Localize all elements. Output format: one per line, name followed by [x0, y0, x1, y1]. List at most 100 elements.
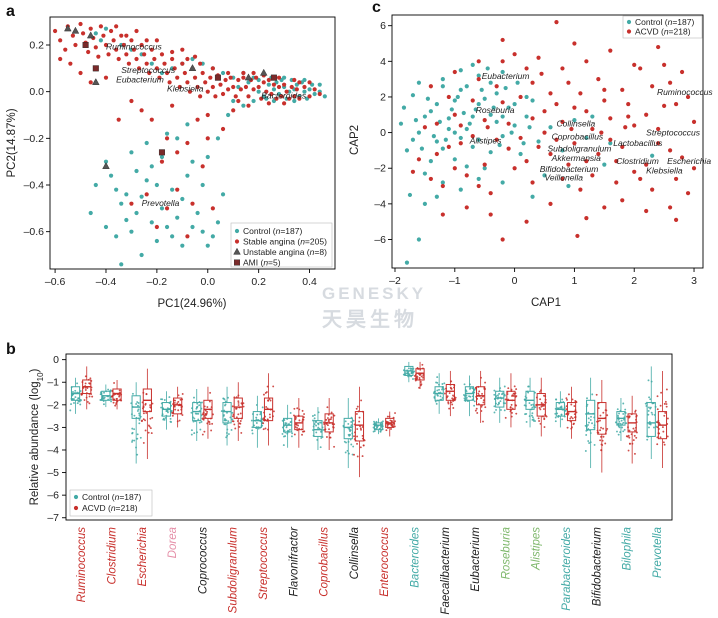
b-jitter-point — [539, 398, 542, 401]
b-jitter-point — [251, 429, 254, 432]
a-point-s1 — [129, 38, 134, 43]
b-jitter-point — [91, 395, 94, 398]
b-jitter-point — [315, 424, 318, 427]
b-jitter-point — [350, 420, 353, 423]
panel-c-legend: Control (n=187)ACVD (n=218) — [622, 15, 703, 39]
a-point-s1 — [205, 89, 210, 94]
a-point-s2 — [92, 78, 100, 85]
b-jitter-point — [181, 414, 184, 417]
b-jitter-point — [647, 406, 650, 409]
a-point-s1 — [129, 201, 134, 206]
c-point-s1 — [685, 191, 691, 196]
c-ytick-label: 0 — [380, 127, 386, 139]
c-point-s1 — [620, 144, 625, 149]
a-point-s1 — [200, 164, 205, 169]
panel-b-ylabel-close: ) — [29, 368, 41, 372]
b-jitter-point — [659, 436, 662, 439]
a-point-s0 — [103, 159, 109, 164]
b-jitter-point — [256, 413, 259, 416]
c-point-s0 — [443, 137, 448, 142]
c-point-s0 — [494, 119, 499, 125]
c-point-s1 — [464, 173, 469, 178]
c-point-s1 — [668, 80, 673, 85]
c-point-s1 — [524, 158, 529, 164]
b-jitter-point — [617, 425, 620, 428]
b-jitter-point — [391, 423, 394, 426]
a-point-s1 — [198, 94, 203, 99]
b-jitter-point — [659, 404, 662, 407]
a-point-s1 — [241, 75, 246, 80]
b-jitter-point — [616, 408, 619, 411]
b-jitter-point — [542, 408, 545, 410]
b-jitter-point — [452, 407, 455, 409]
c-point-s0 — [608, 141, 613, 146]
c-point-s1 — [673, 101, 679, 107]
panel-b-ticks: 0 –1 –2 –3 –4 –5 –6 –7 — [47, 354, 66, 524]
c-annotation: Ruminococcus — [657, 87, 713, 97]
c-point-s1 — [668, 205, 673, 210]
c-point-s1 — [638, 176, 643, 182]
b-jitter-point — [319, 446, 322, 449]
b-jitter-point — [573, 405, 576, 408]
c-point-s0 — [461, 110, 466, 116]
a-point-s1 — [238, 87, 243, 92]
b-jitter-point — [355, 407, 358, 410]
a-point-s1 — [88, 80, 93, 85]
b-jitter-point — [664, 400, 667, 403]
b-jitter-point — [663, 402, 666, 405]
b-box — [112, 388, 122, 401]
a-point-s1 — [124, 52, 129, 57]
b-genus-label: Coprobacillus — [319, 527, 331, 597]
c-xtick-label: 2 — [631, 275, 637, 287]
a-point-s0 — [226, 112, 231, 118]
b-jitter-point — [201, 433, 204, 436]
b-jitter-point — [313, 417, 316, 420]
panel-c-ticks: –2 –1 0 1 2 3 6 4 2 0 –2 –4 –6 — [374, 20, 697, 287]
b-jitter-point — [478, 390, 481, 393]
c-point-s1 — [446, 94, 451, 100]
a-point-s1 — [177, 84, 182, 90]
c-point-s1 — [476, 183, 481, 189]
b-jitter-point — [493, 389, 496, 392]
c-point-s0 — [401, 105, 407, 110]
b-jitter-point — [333, 445, 336, 448]
b-jitter-point — [571, 398, 574, 401]
a-point-s0 — [200, 182, 205, 188]
b-jitter-point — [560, 405, 563, 408]
b-jitter-point — [587, 411, 590, 414]
a-annotation: Bacteroides — [261, 91, 307, 101]
b-jitter-point — [194, 412, 197, 415]
c-point-s1 — [428, 84, 433, 89]
a-point-s1 — [251, 87, 256, 92]
b-jitter-point — [239, 422, 242, 425]
c-point-s1 — [458, 141, 463, 146]
b-jitter-point — [138, 419, 141, 421]
c-point-s1 — [578, 187, 583, 192]
a-point-s0 — [185, 173, 190, 178]
b-jitter-point — [627, 449, 630, 452]
c-point-s0 — [491, 105, 496, 110]
b-jitter-point — [353, 435, 355, 438]
c-point-s1 — [530, 80, 535, 85]
b-jitter-point — [418, 386, 421, 389]
c-legend-item-1-label: ACVD (n=218) — [635, 27, 691, 37]
b-jitter-point — [465, 394, 468, 397]
a-point-s1 — [231, 108, 236, 113]
c-point-s1 — [668, 148, 673, 153]
b-jitter-point — [443, 392, 446, 395]
b-jitter-point — [317, 423, 320, 426]
a-point-s0 — [98, 38, 103, 43]
b-genus-label: Prevotella — [652, 527, 664, 578]
b-jitter-point — [660, 391, 663, 394]
c-point-s1 — [548, 91, 553, 96]
a-point-s0 — [210, 234, 215, 239]
b-jitter-point — [296, 426, 299, 429]
b-jitter-point — [565, 413, 568, 416]
b-jitter-point — [584, 450, 587, 452]
b-jitter-point — [251, 432, 254, 435]
c-point-s1 — [566, 80, 571, 85]
b-jitter-point — [628, 415, 631, 418]
c-point-s0 — [416, 80, 422, 85]
a-point-s0 — [215, 136, 221, 141]
b-box — [313, 420, 323, 437]
